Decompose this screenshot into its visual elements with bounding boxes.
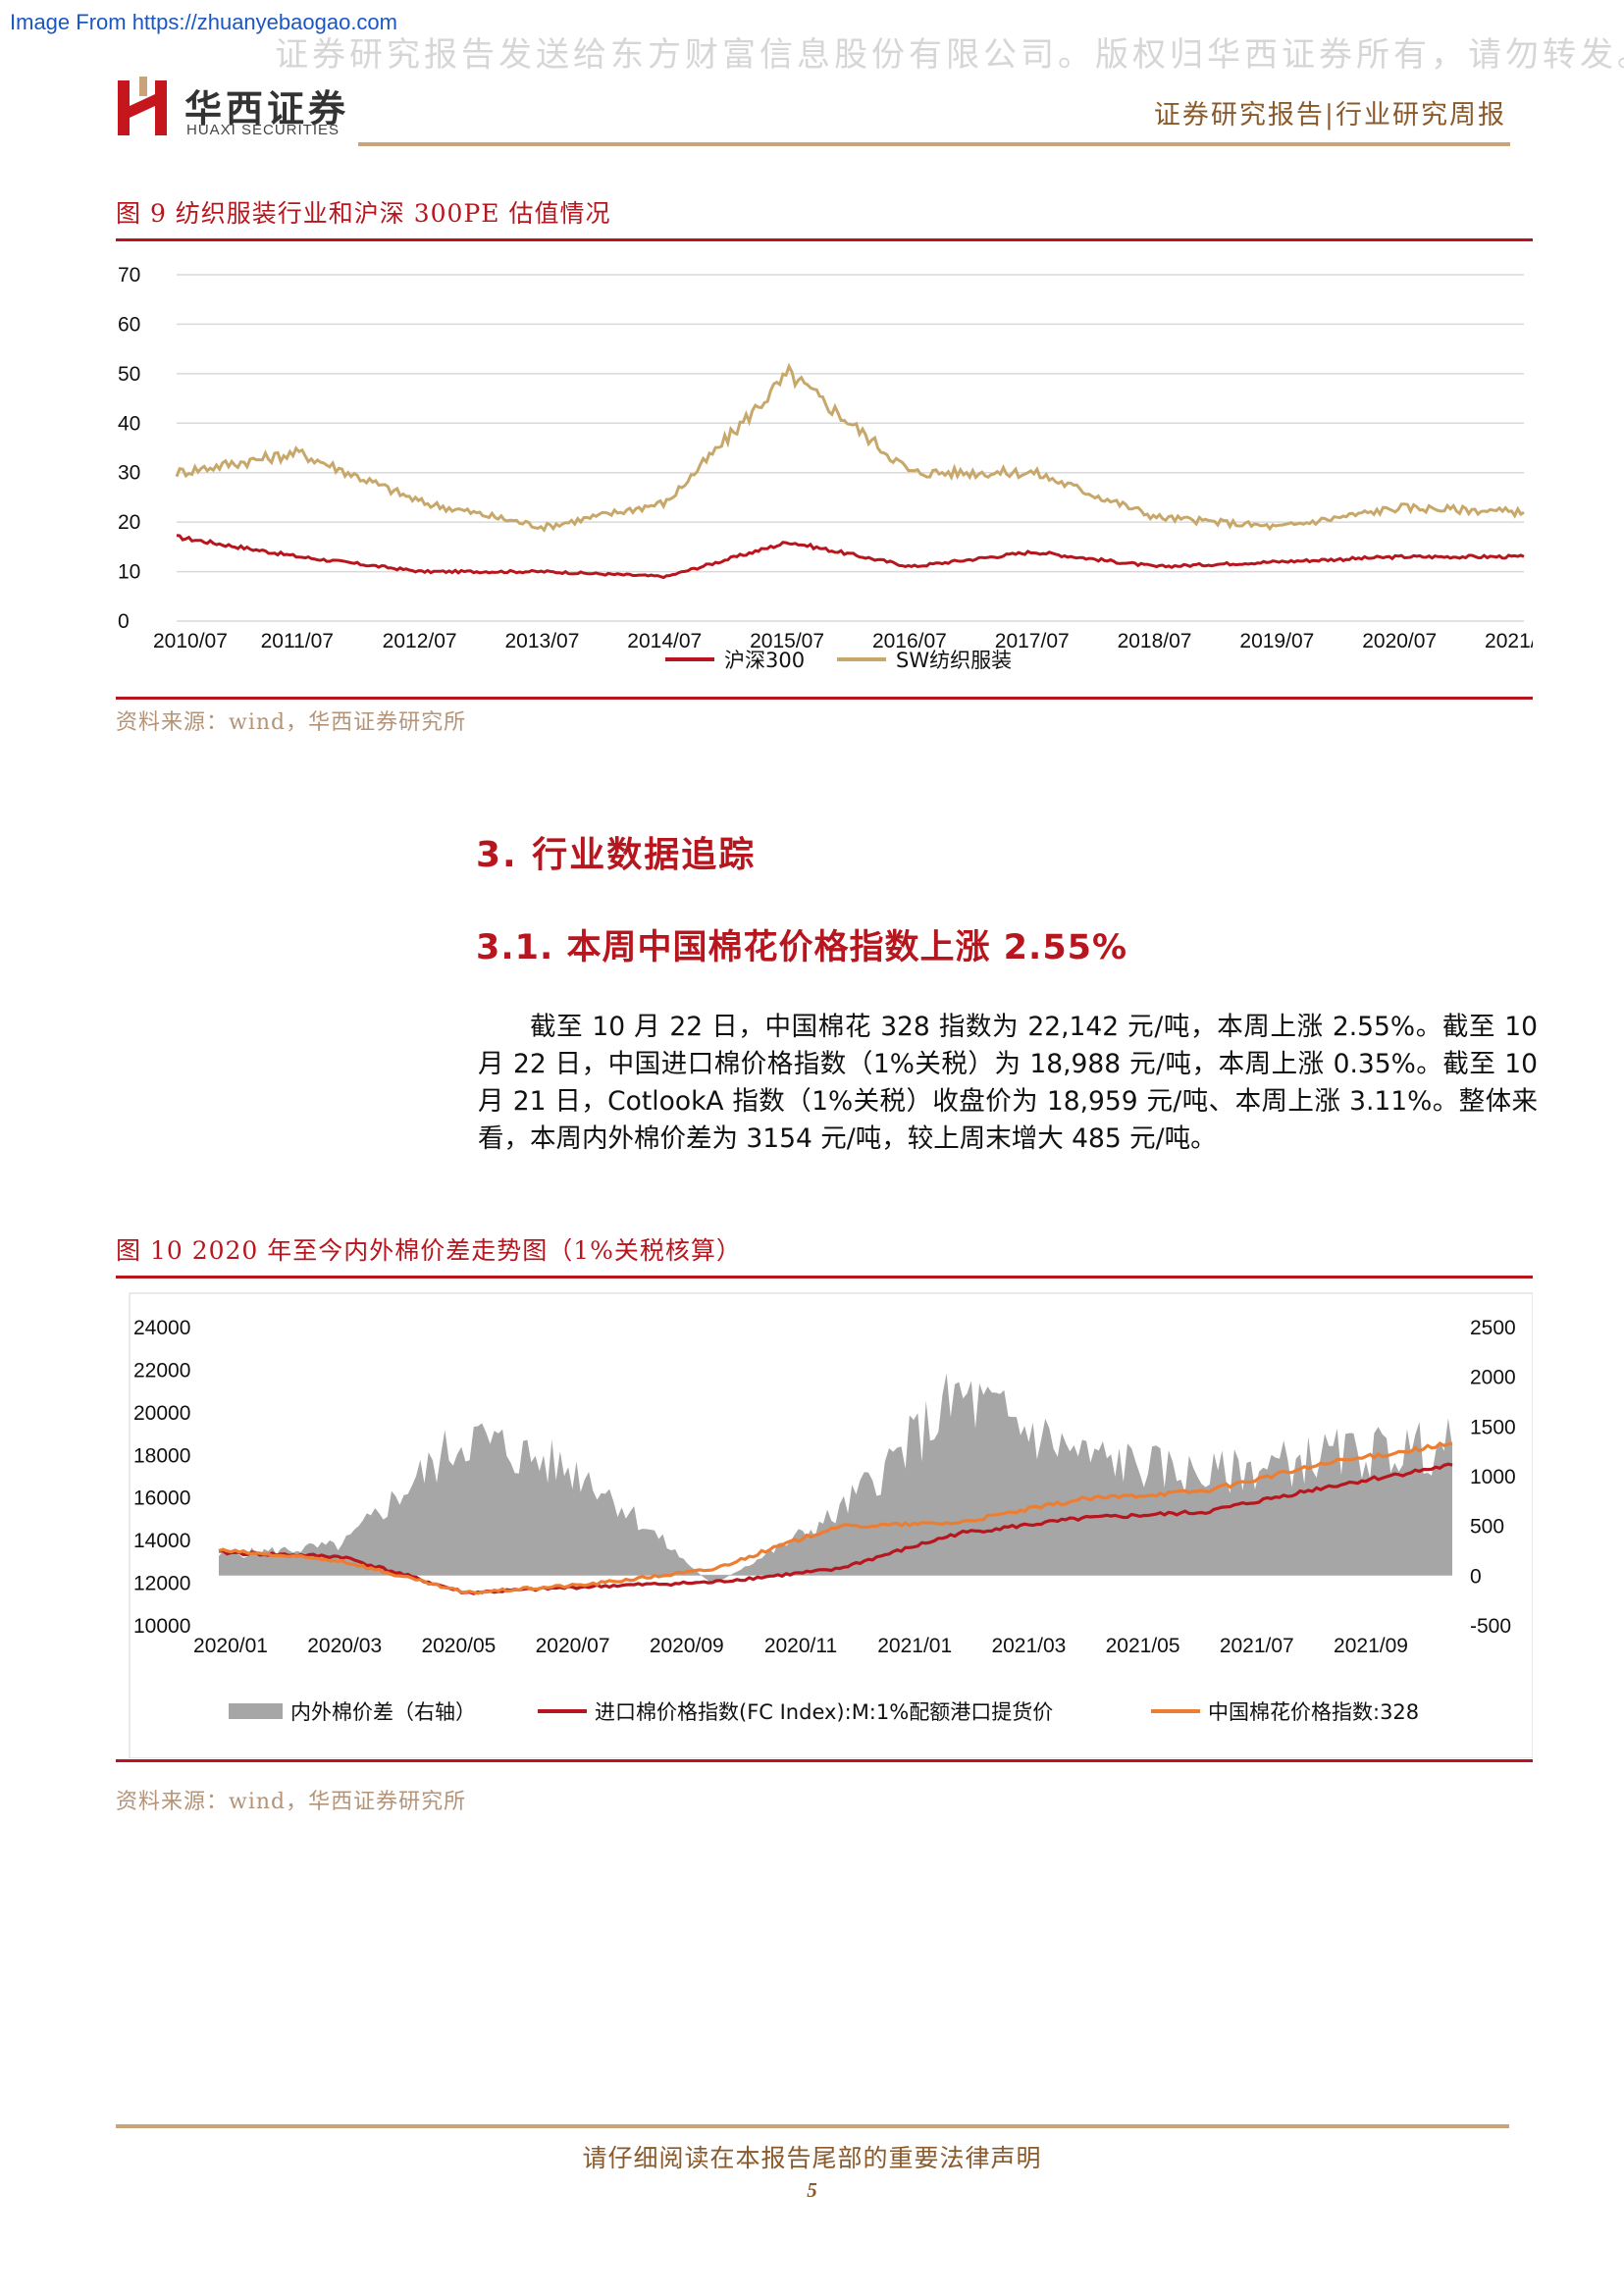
logo-chinese-name: 华西证券 (184, 86, 350, 130)
figure9-x-ticks: 2010/07 2011/07 2012/07 2013/07 2014/07 2015/… (153, 630, 1533, 652)
x-tick-label: 2014/07 (627, 630, 702, 652)
y2-tick-label: 0 (1470, 1565, 1482, 1588)
y-tick-label: 50 (118, 363, 140, 386)
series-line-2 (218, 1441, 1453, 1595)
x-tick-label: 2015/07 (750, 630, 824, 652)
y-tick-label: 0 (118, 610, 130, 633)
report-type: 证券研究报告|行业研究周报 (1153, 100, 1506, 130)
figure9-bottom-rule (116, 697, 1533, 700)
figure10-top-rule (116, 1276, 1533, 1278)
x-tick-label: 2020/03 (307, 1635, 382, 1657)
x-tick-label: 2019/07 (1239, 630, 1314, 652)
x-tick-label: 2010/07 (153, 630, 228, 652)
x-tick-label: 2017/07 (995, 630, 1070, 652)
figure10-frame (129, 1292, 1533, 1758)
figure10-source: 资料来源：wind，华西证券研究所 (116, 1790, 467, 1814)
page-number: 5 (807, 2178, 817, 2202)
figure10-y2-ticks: -500 0 500 1000 1500 2000 2500 (1470, 1317, 1516, 1638)
figure10-bottom-rule (116, 1759, 1533, 1762)
legend-swatch-spread (229, 1703, 283, 1719)
figure9-title: 图 9 纺织服装行业和沪深 300PE 估值情况 (116, 199, 611, 228)
x-tick-label: 2021/09 (1334, 1635, 1408, 1657)
y-tick-label: 18000 (133, 1444, 190, 1467)
paragraph-text: 截至 10 月 22 日，中国棉花 328 指数为 22,142 元/吨，本周上… (478, 1012, 1538, 1154)
figure10-legend: 内外棉价差（右轴） 进口棉价格指数(FC Index):M:1%配额港口提货价 … (229, 1700, 1419, 1724)
header-divider (358, 142, 1510, 146)
y-tick-label: 20000 (133, 1402, 190, 1425)
y-tick-label: 60 (118, 313, 140, 336)
x-tick-label: 2021/07 (1485, 630, 1533, 652)
body-paragraph: 截至 10 月 22 日，中国棉花 328 指数为 22,142 元/吨，本周上… (478, 1009, 1538, 1158)
x-tick-label: 2013/07 (504, 630, 579, 652)
y-tick-label: 20 (118, 511, 140, 534)
x-tick-label: 2021/07 (1220, 1635, 1294, 1657)
figure10-series (218, 1441, 1453, 1595)
legend-label-sw-textile: SW纺织服装 (896, 649, 1012, 672)
watermark-text: 证券研究报告发送给东方财富信息股份有限公司。版权归华西证券所有，请勿转发。 p5 (275, 35, 1624, 75)
figure9-legend: 沪深300 SW纺织服装 (665, 649, 1012, 672)
y-tick-label: 22000 (133, 1359, 190, 1382)
x-tick-label: 2021/01 (877, 1635, 952, 1657)
spread-area-fill (219, 1373, 1452, 1585)
x-tick-label: 2018/07 (1118, 630, 1192, 652)
y2-tick-label: 1000 (1470, 1466, 1516, 1488)
x-tick-label: 2012/07 (383, 630, 457, 652)
figure10-x-ticks: 2020/01 2020/03 2020/05 2020/07 2020/09 2020/… (193, 1635, 1408, 1657)
subsection-heading: 3.1. 本周中国棉花价格指数上涨 2.55% (476, 928, 1128, 967)
y-tick-label: 70 (118, 264, 140, 287)
y-tick-label: 40 (118, 412, 140, 435)
figure9-y-ticks: 0 10 20 30 40 50 60 70 (118, 264, 140, 633)
x-tick-label: 2020/09 (650, 1635, 724, 1657)
legend-label-fc-index: 进口棉价格指数(FC Index):M:1%配额港口提货价 (595, 1700, 1053, 1724)
y2-tick-label: 2000 (1470, 1367, 1516, 1389)
series-line-1 (175, 362, 1525, 533)
legend-label-hs300: 沪深300 (724, 649, 805, 672)
figure9-top-rule (116, 238, 1533, 241)
figure10-title: 图 10 2020 年至今内外棉价差走势图（1%关税核算） (116, 1236, 742, 1265)
x-tick-label: 2020/01 (193, 1635, 268, 1657)
x-tick-label: 2016/07 (872, 630, 947, 652)
figure10-spread-area (219, 1373, 1452, 1585)
figure10-chart: 1000012000140001600018000200002200024000… (129, 1292, 1533, 1758)
figure9-series (175, 362, 1525, 580)
figure9-gridlines (177, 274, 1524, 622)
x-tick-label: 2021/05 (1106, 1635, 1180, 1657)
y-tick-label: 16000 (133, 1487, 190, 1510)
y-tick-label: 12000 (133, 1573, 190, 1595)
y2-tick-label: 500 (1470, 1516, 1504, 1539)
x-tick-label: 2020/11 (764, 1635, 837, 1657)
logo: 华西证券 HUAXI SECURITIES (116, 77, 469, 145)
x-tick-label: 2020/05 (421, 1635, 496, 1657)
x-tick-label: 2011/07 (261, 630, 334, 652)
footer-divider (116, 2124, 1509, 2128)
x-tick-label: 2020/07 (536, 1635, 610, 1657)
image-source-link[interactable]: Image From https://zhuanyebaogao.com (10, 10, 397, 34)
x-tick-label: 2020/07 (1362, 630, 1437, 652)
y-tick-label: 24000 (133, 1317, 190, 1339)
legend-label-spread: 内外棉价差（右轴） (290, 1700, 476, 1724)
y-tick-label: 10 (118, 561, 140, 584)
series-line-0 (176, 534, 1525, 580)
legal-notice: 请仔细阅读在本报告尾部的重要法律声明 (582, 2144, 1042, 2172)
y-tick-label: 10000 (133, 1615, 190, 1638)
y-tick-label: 14000 (133, 1530, 190, 1552)
huaxi-logo-icon (118, 77, 167, 135)
section-heading: 3. 行业数据追踪 (476, 835, 757, 875)
y2-tick-label: 1500 (1470, 1416, 1516, 1438)
figure9-source: 资料来源：wind，华西证券研究所 (116, 710, 467, 735)
y2-tick-label: -500 (1470, 1615, 1511, 1638)
logo-english-name: HUAXI SECURITIES (186, 122, 341, 138)
y-tick-label: 30 (118, 462, 140, 485)
figure10-y-ticks: 10000 12000 14000 16000 18000 20000 22000 24000 (133, 1317, 190, 1638)
x-tick-label: 2021/03 (991, 1635, 1066, 1657)
y2-tick-label: 2500 (1470, 1317, 1516, 1339)
legend-label-cc328: 中国棉花价格指数:328 (1208, 1700, 1419, 1724)
